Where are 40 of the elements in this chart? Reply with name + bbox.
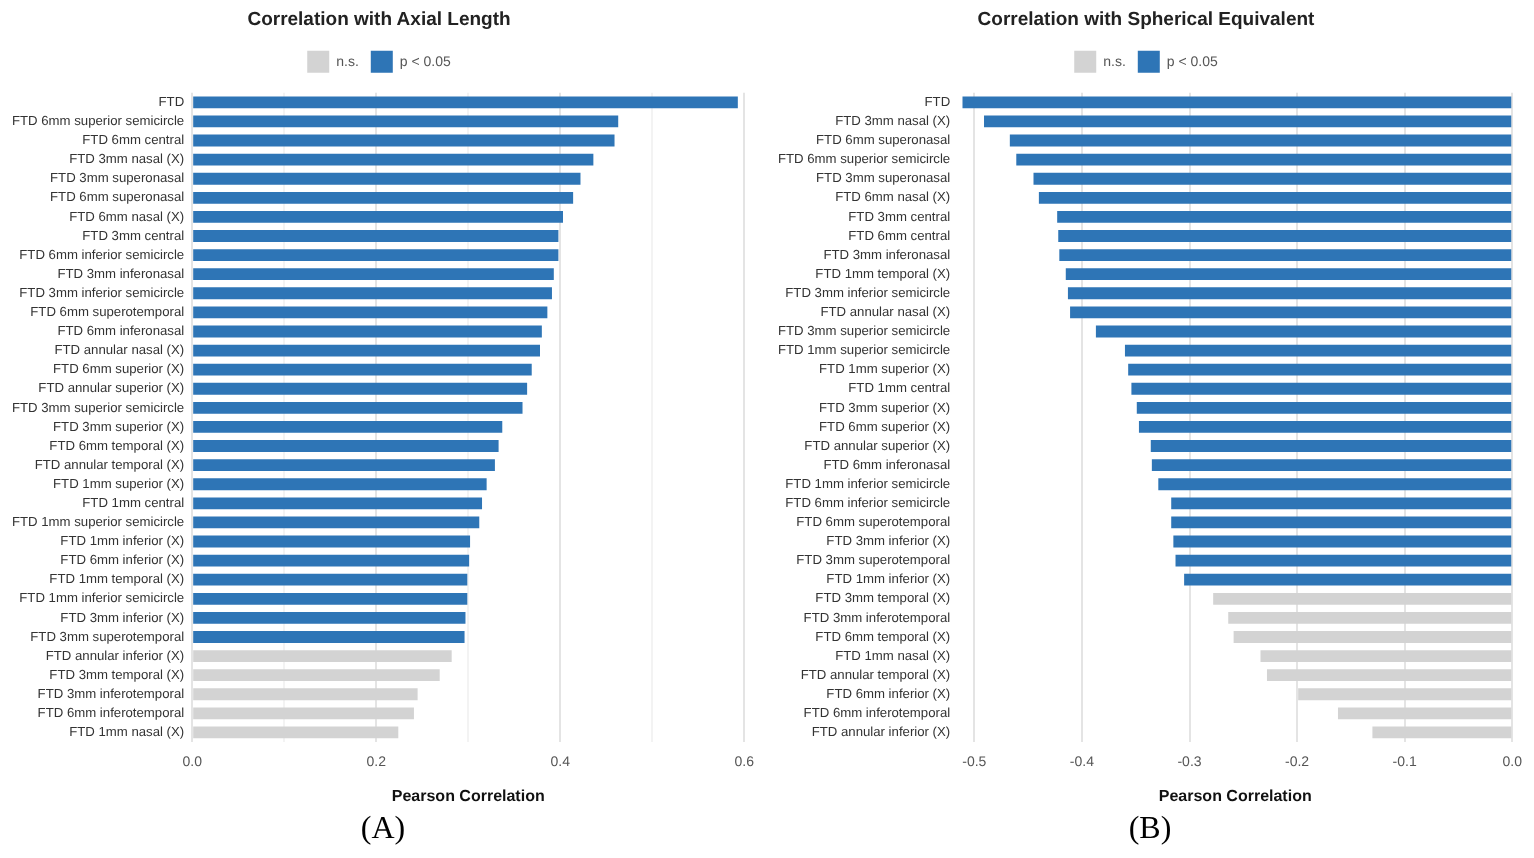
bar — [193, 497, 483, 510]
chart-title: Correlation with Axial Length — [247, 8, 511, 31]
bar — [193, 306, 548, 319]
bar — [193, 726, 399, 739]
bar — [193, 707, 414, 720]
bar — [193, 631, 465, 643]
bar — [193, 554, 470, 567]
bar — [193, 516, 480, 529]
bar — [193, 650, 452, 662]
bar — [193, 592, 468, 605]
bar — [193, 134, 615, 147]
bar — [193, 440, 499, 452]
bar — [193, 191, 574, 204]
bar — [193, 535, 471, 548]
bar — [193, 115, 619, 128]
x-axis-title: Pearson Correlation — [1158, 786, 1312, 805]
bar — [193, 421, 503, 433]
bar — [193, 382, 528, 395]
bar — [193, 669, 440, 682]
bar — [193, 363, 532, 376]
text: (A) — [358, 810, 408, 850]
bar — [193, 344, 540, 357]
bar — [193, 268, 554, 281]
bar — [193, 401, 523, 414]
bar — [193, 153, 594, 166]
bar — [193, 325, 542, 338]
bar — [193, 249, 559, 262]
bar — [193, 230, 559, 242]
bar — [193, 96, 738, 109]
x-axis-title: Pearson Correlation — [391, 786, 545, 805]
bar — [193, 459, 495, 472]
bar — [193, 478, 487, 491]
bar — [193, 611, 466, 624]
bar — [193, 210, 563, 223]
bar — [193, 172, 581, 185]
bar — [193, 688, 418, 701]
bar — [193, 287, 552, 300]
chart-title: Correlation with Spherical Equivalent — [977, 8, 1317, 31]
bar — [193, 573, 468, 586]
text: (B) — [1126, 810, 1174, 850]
